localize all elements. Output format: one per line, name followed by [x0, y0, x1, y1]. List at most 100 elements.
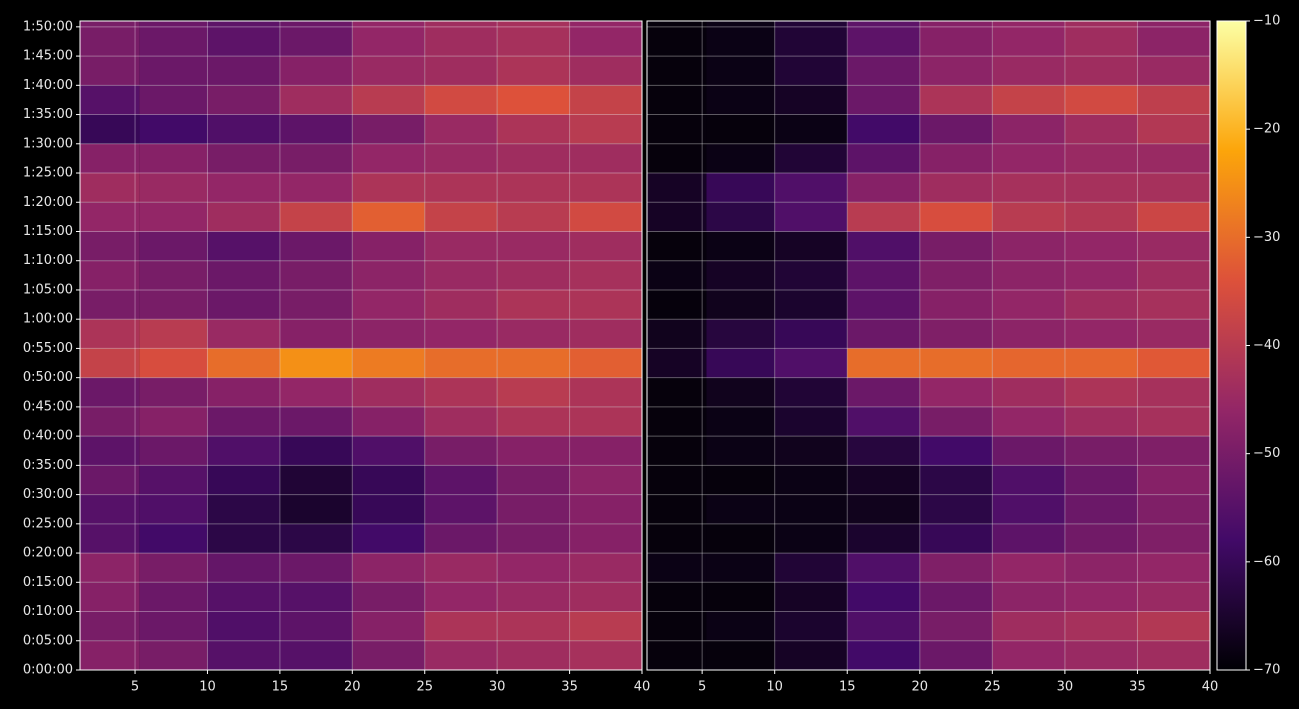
- x-tick-label: 10: [199, 680, 216, 695]
- heatmap-cell: [774, 319, 848, 349]
- heatmap-cell: [279, 406, 353, 437]
- heatmap-cell: [497, 494, 570, 524]
- heatmap-cell: [352, 465, 425, 495]
- heatmap-cell: [80, 494, 140, 524]
- colorbar-tick-label: −50: [1253, 446, 1280, 461]
- heatmap-cell: [919, 260, 993, 290]
- heatmap-cell: [80, 289, 140, 320]
- heatmap-cell: [706, 406, 775, 437]
- heatmap-cell: [279, 319, 353, 349]
- heatmap-cell: [919, 319, 993, 349]
- heatmap-cell: [207, 494, 280, 524]
- panel-frame: [646, 20, 1211, 671]
- heatmap-cell: [919, 640, 993, 670]
- heatmap-cell: [992, 21, 1065, 57]
- heatmap-cell: [352, 231, 425, 261]
- y-tick-label: 1:00:00: [23, 312, 73, 327]
- y-tick-label: 1:20:00: [23, 195, 73, 210]
- heatmap-cell: [1064, 553, 1138, 583]
- heatmap-cell: [706, 289, 775, 320]
- heatmap-cell: [352, 640, 425, 670]
- heatmap-cell: [706, 436, 775, 466]
- heatmap-cell: [919, 377, 993, 407]
- heatmap-cell: [647, 494, 707, 524]
- heatmap-cell: [569, 260, 642, 290]
- x-tick-label: 10: [766, 680, 783, 695]
- heatmap-cell: [1137, 523, 1210, 554]
- heatmap-cell: [706, 611, 775, 641]
- heatmap-cell: [207, 85, 280, 115]
- heatmap-cell: [1137, 611, 1210, 641]
- heatmap-cell: [424, 494, 498, 524]
- heatmap-cell: [1137, 640, 1210, 670]
- heatmap-cell: [706, 173, 775, 203]
- heatmap-cell: [992, 494, 1065, 524]
- heatmap-cell: [847, 436, 920, 466]
- heatmap-cell: [992, 319, 1065, 349]
- heatmap-cell: [80, 640, 140, 670]
- heatmap-cell: [847, 143, 920, 174]
- heatmap-cell: [1064, 289, 1138, 320]
- y-tick-label: 0:10:00: [23, 604, 73, 619]
- heatmap-cell: [847, 289, 920, 320]
- heatmap-cell: [569, 173, 642, 203]
- heatmap-cell: [919, 582, 993, 612]
- heatmap-cell: [139, 494, 208, 524]
- heatmap-cell: [424, 289, 498, 320]
- heatmap-cell: [497, 640, 570, 670]
- heatmap-cell: [569, 582, 642, 612]
- heatmap-cell: [207, 523, 280, 554]
- heatmap-cell: [1137, 465, 1210, 495]
- heatmap-cell: [992, 611, 1065, 641]
- x-tick-label: 40: [634, 680, 651, 695]
- heatmap-cell: [919, 523, 993, 554]
- heatmap-cell: [497, 611, 570, 641]
- heatmap-cell: [706, 348, 775, 378]
- heatmap-cell: [352, 260, 425, 290]
- heatmap-cell: [279, 494, 353, 524]
- heatmap-cell: [279, 523, 353, 554]
- heatmap-cell: [139, 436, 208, 466]
- heatmap-cell: [352, 56, 425, 86]
- heatmap-cell: [424, 553, 498, 583]
- heatmap-cell: [1137, 582, 1210, 612]
- heatmap-cell: [569, 640, 642, 670]
- heatmap-cell: [80, 611, 140, 641]
- heatmap-cell: [139, 231, 208, 261]
- heatmap-cell: [919, 289, 993, 320]
- x-tick-label: 30: [1057, 680, 1074, 695]
- heatmap-cell: [1064, 436, 1138, 466]
- heatmap-cell: [992, 143, 1065, 174]
- heatmap-cell: [774, 143, 848, 174]
- heatmap-cell: [279, 231, 353, 261]
- heatmap-cell: [139, 319, 208, 349]
- heatmap-cell: [80, 56, 140, 86]
- heatmap-cell: [424, 56, 498, 86]
- heatmap-cell: [139, 465, 208, 495]
- heatmap-cell: [279, 173, 353, 203]
- heatmap-cell: [139, 348, 208, 378]
- heatmap-cell: [569, 202, 642, 232]
- heatmap-cell: [706, 202, 775, 232]
- heatmap-cell: [1137, 260, 1210, 290]
- heatmap-cell: [424, 465, 498, 495]
- heatmap-cell: [774, 406, 848, 437]
- heatmap-cell: [1064, 85, 1138, 115]
- heatmap-cell: [139, 202, 208, 232]
- heatmap-cell: [497, 202, 570, 232]
- heatmap-cell: [647, 640, 707, 670]
- heatmap-cell: [279, 348, 353, 378]
- heatmap-cell: [847, 465, 920, 495]
- heatmap-cell: [847, 553, 920, 583]
- heatmap-cell: [1137, 436, 1210, 466]
- heatmap-cell: [774, 173, 848, 203]
- y-tick-label: 1:25:00: [23, 166, 73, 181]
- heatmap-cell: [80, 436, 140, 466]
- heatmap-cell: [706, 553, 775, 583]
- heatmap-cell: [139, 56, 208, 86]
- heatmap-cell: [139, 85, 208, 115]
- x-tick-label: 15: [272, 680, 289, 695]
- x-tick-label: 20: [344, 680, 361, 695]
- heatmap-cell: [847, 377, 920, 407]
